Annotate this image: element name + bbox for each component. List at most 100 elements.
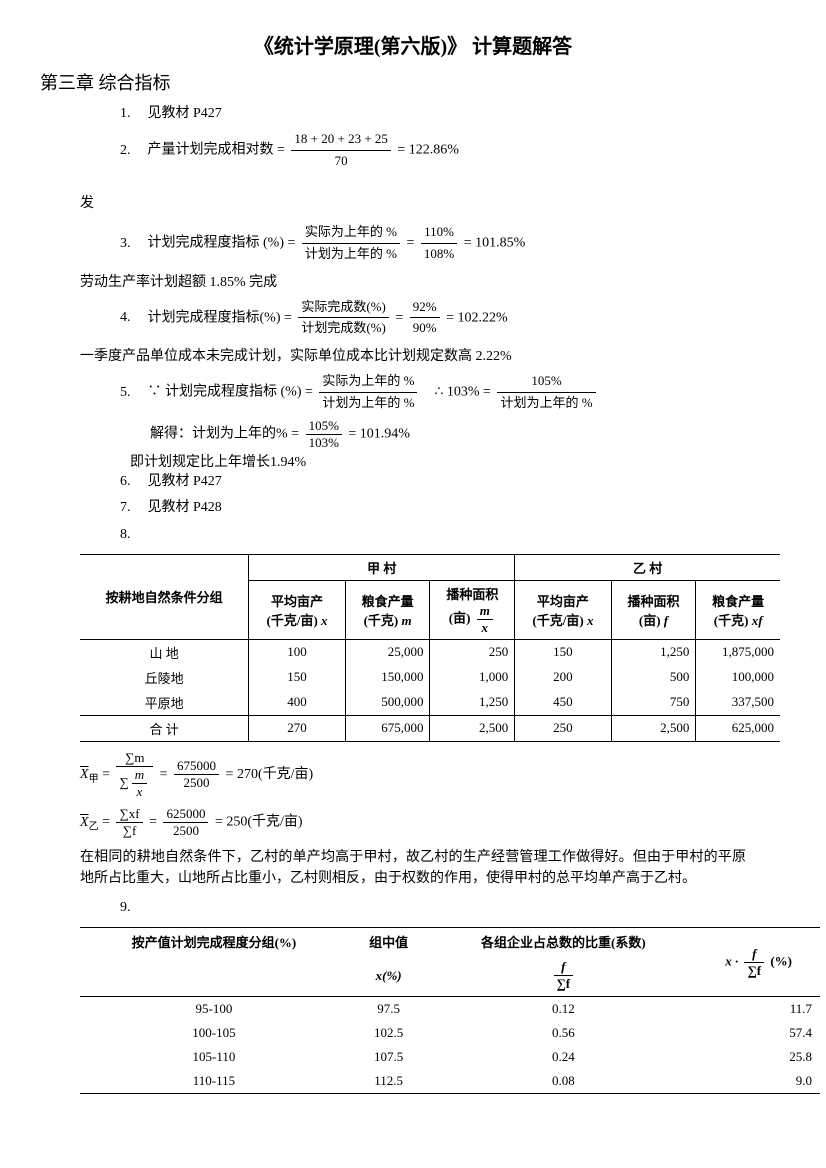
item-num: 8. xyxy=(120,524,144,546)
item-num: 9. xyxy=(120,897,144,919)
frac-num: m xyxy=(132,767,147,784)
var: x xyxy=(587,613,594,628)
frac-den: 108% xyxy=(421,244,457,265)
cell: 625,000 xyxy=(696,715,780,741)
frac-num: 110% xyxy=(421,222,457,244)
cell: 0.56 xyxy=(429,1021,697,1045)
lbl: 播种面积 xyxy=(628,594,680,609)
item-num: 5. xyxy=(120,382,144,404)
fraction: mx xyxy=(132,767,147,800)
th: 各组企业占总数的比重(系数) xyxy=(429,928,697,956)
item-text: 见教材 P428 xyxy=(148,500,222,515)
frac-num: f xyxy=(554,959,574,976)
fraction: 105% 103% xyxy=(306,418,342,451)
subscript: 乙 xyxy=(89,821,99,832)
fraction: m x xyxy=(477,603,493,636)
frac-den: x xyxy=(132,784,147,800)
item-num: 4. xyxy=(120,307,144,329)
x-bar: X xyxy=(80,815,89,830)
fraction: 实际完成数(%) 计划完成数(%) xyxy=(298,297,389,340)
cell: 500,000 xyxy=(345,690,430,716)
fraction: ∑m ∑mx xyxy=(116,750,153,800)
cell: 丘陵地 xyxy=(80,665,249,690)
item-text: = 101.94% xyxy=(348,426,410,441)
frac-den: 计划为上年的 % xyxy=(497,393,595,414)
result: = 270(千克/亩) xyxy=(226,767,314,782)
cell: 100-105 xyxy=(80,1021,348,1045)
note-3: 劳动生产率计划超额 1.85% 完成 xyxy=(80,271,786,291)
formula-yi: X乙 = ∑xf ∑f = 625000 2500 = 250(千克/亩) xyxy=(80,806,786,839)
frac-num: 实际为上年的 % xyxy=(302,222,400,244)
cell: 450 xyxy=(515,690,611,716)
th-group: 按耕地自然条件分组 xyxy=(80,554,249,639)
th: f ∑f xyxy=(429,955,697,997)
sum: ∑m xyxy=(125,750,144,765)
fraction: ∑xf ∑f xyxy=(116,806,142,839)
item-3: 3. 计划完成程度指标 (%) = 实际为上年的 % 计划为上年的 % = 11… xyxy=(120,222,786,265)
fraction: 18 + 20 + 23 + 25 70 xyxy=(291,129,391,172)
cell: 400 xyxy=(249,690,345,716)
lbl: 平均亩产 xyxy=(537,594,589,609)
cell: 1,875,000 xyxy=(696,639,780,665)
lbl: (亩) xyxy=(449,610,474,625)
item-5: 5. ∵ 计划完成程度指标 (%) = 实际为上年的 % 计划为上年的 % ∴ … xyxy=(120,371,786,414)
cell: 100,000 xyxy=(696,665,780,690)
lbl: 平均亩产 xyxy=(271,594,323,609)
item-text: = 101.85% xyxy=(464,236,526,251)
lbl: 粮食产量 xyxy=(712,594,764,609)
frac-num: ∑xf xyxy=(116,806,142,823)
cell: 150,000 xyxy=(345,665,430,690)
frac-den: 计划为上年的 % xyxy=(319,393,417,414)
lbl: (亩) xyxy=(639,613,664,628)
cell: 25.8 xyxy=(697,1045,820,1069)
frac-den: 103% xyxy=(306,435,342,451)
item-text: 产量计划完成相对数 = xyxy=(148,143,285,158)
frac-den: 计划为上年的 % xyxy=(302,244,400,265)
fraction: 110% 108% xyxy=(421,222,457,265)
chapter-heading: 第三章 综合指标 xyxy=(40,69,786,95)
frac-num: 625000 xyxy=(163,806,208,823)
th: x · f ∑f (%) xyxy=(697,928,820,997)
item-text: = 122.86% xyxy=(397,143,459,158)
cell: 9.0 xyxy=(697,1069,820,1094)
cell: 337,500 xyxy=(696,690,780,716)
item-text: 见教材 P427 xyxy=(148,106,222,121)
th-jia: 甲 村 xyxy=(249,554,515,580)
cell: 0.24 xyxy=(429,1045,697,1069)
cell: 102.5 xyxy=(348,1021,430,1045)
page-title: 《统计学原理(第六版)》 计算题解答 xyxy=(40,30,786,59)
table-row: 110-115 112.5 0.08 9.0 xyxy=(80,1069,820,1094)
lbl: (千克/亩) xyxy=(532,613,587,628)
fraction: f ∑f xyxy=(554,959,574,992)
lbl: (千克) xyxy=(714,613,752,628)
th: 粮食产量 (千克) xf xyxy=(696,580,780,639)
cell: 11.7 xyxy=(697,997,820,1022)
item-4: 4. 计划完成程度指标(%) = 实际完成数(%) 计划完成数(%) = 92%… xyxy=(120,297,786,340)
lbl: (千克) xyxy=(364,613,402,628)
cell: 山 地 xyxy=(80,639,249,665)
table-8: 按耕地自然条件分组 甲 村 乙 村 平均亩产 (千克/亩) x 粮食产量 (千克… xyxy=(80,554,780,742)
th: 播种面积 (亩) f xyxy=(611,580,696,639)
frac-den: ∑mx xyxy=(116,767,153,800)
frac-den: 2500 xyxy=(174,775,219,791)
cell: 110-115 xyxy=(80,1069,348,1094)
cell: 105-110 xyxy=(80,1045,348,1069)
th-yi: 乙 村 xyxy=(515,554,780,580)
cell: 270 xyxy=(249,715,345,741)
item-text: 计划完成程度指标 (%) = xyxy=(148,236,296,251)
item-1: 1. 见教材 P427 xyxy=(120,103,786,125)
fraction: 实际为上年的 % 计划为上年的 % xyxy=(319,371,417,414)
formula-jia: X甲 = ∑m ∑mx = 675000 2500 = 270(千克/亩) xyxy=(80,750,786,800)
frac-num: ∑m xyxy=(116,750,153,767)
frac-num: 18 + 20 + 23 + 25 xyxy=(291,129,391,151)
fraction: 625000 2500 xyxy=(163,806,208,839)
lbl: x · xyxy=(725,953,741,968)
frac-num: m xyxy=(477,603,493,620)
th: x(%) xyxy=(348,955,430,997)
item-5-solve: 解得：计划为上年的% = 105% 103% = 101.94% xyxy=(150,418,786,451)
frac-num: 实际完成数(%) xyxy=(298,297,389,319)
item-text: = 102.22% xyxy=(446,310,508,325)
fraction: 实际为上年的 % 计划为上年的 % xyxy=(302,222,400,265)
frac-den: 90% xyxy=(410,318,440,339)
cell: 平原地 xyxy=(80,690,249,716)
